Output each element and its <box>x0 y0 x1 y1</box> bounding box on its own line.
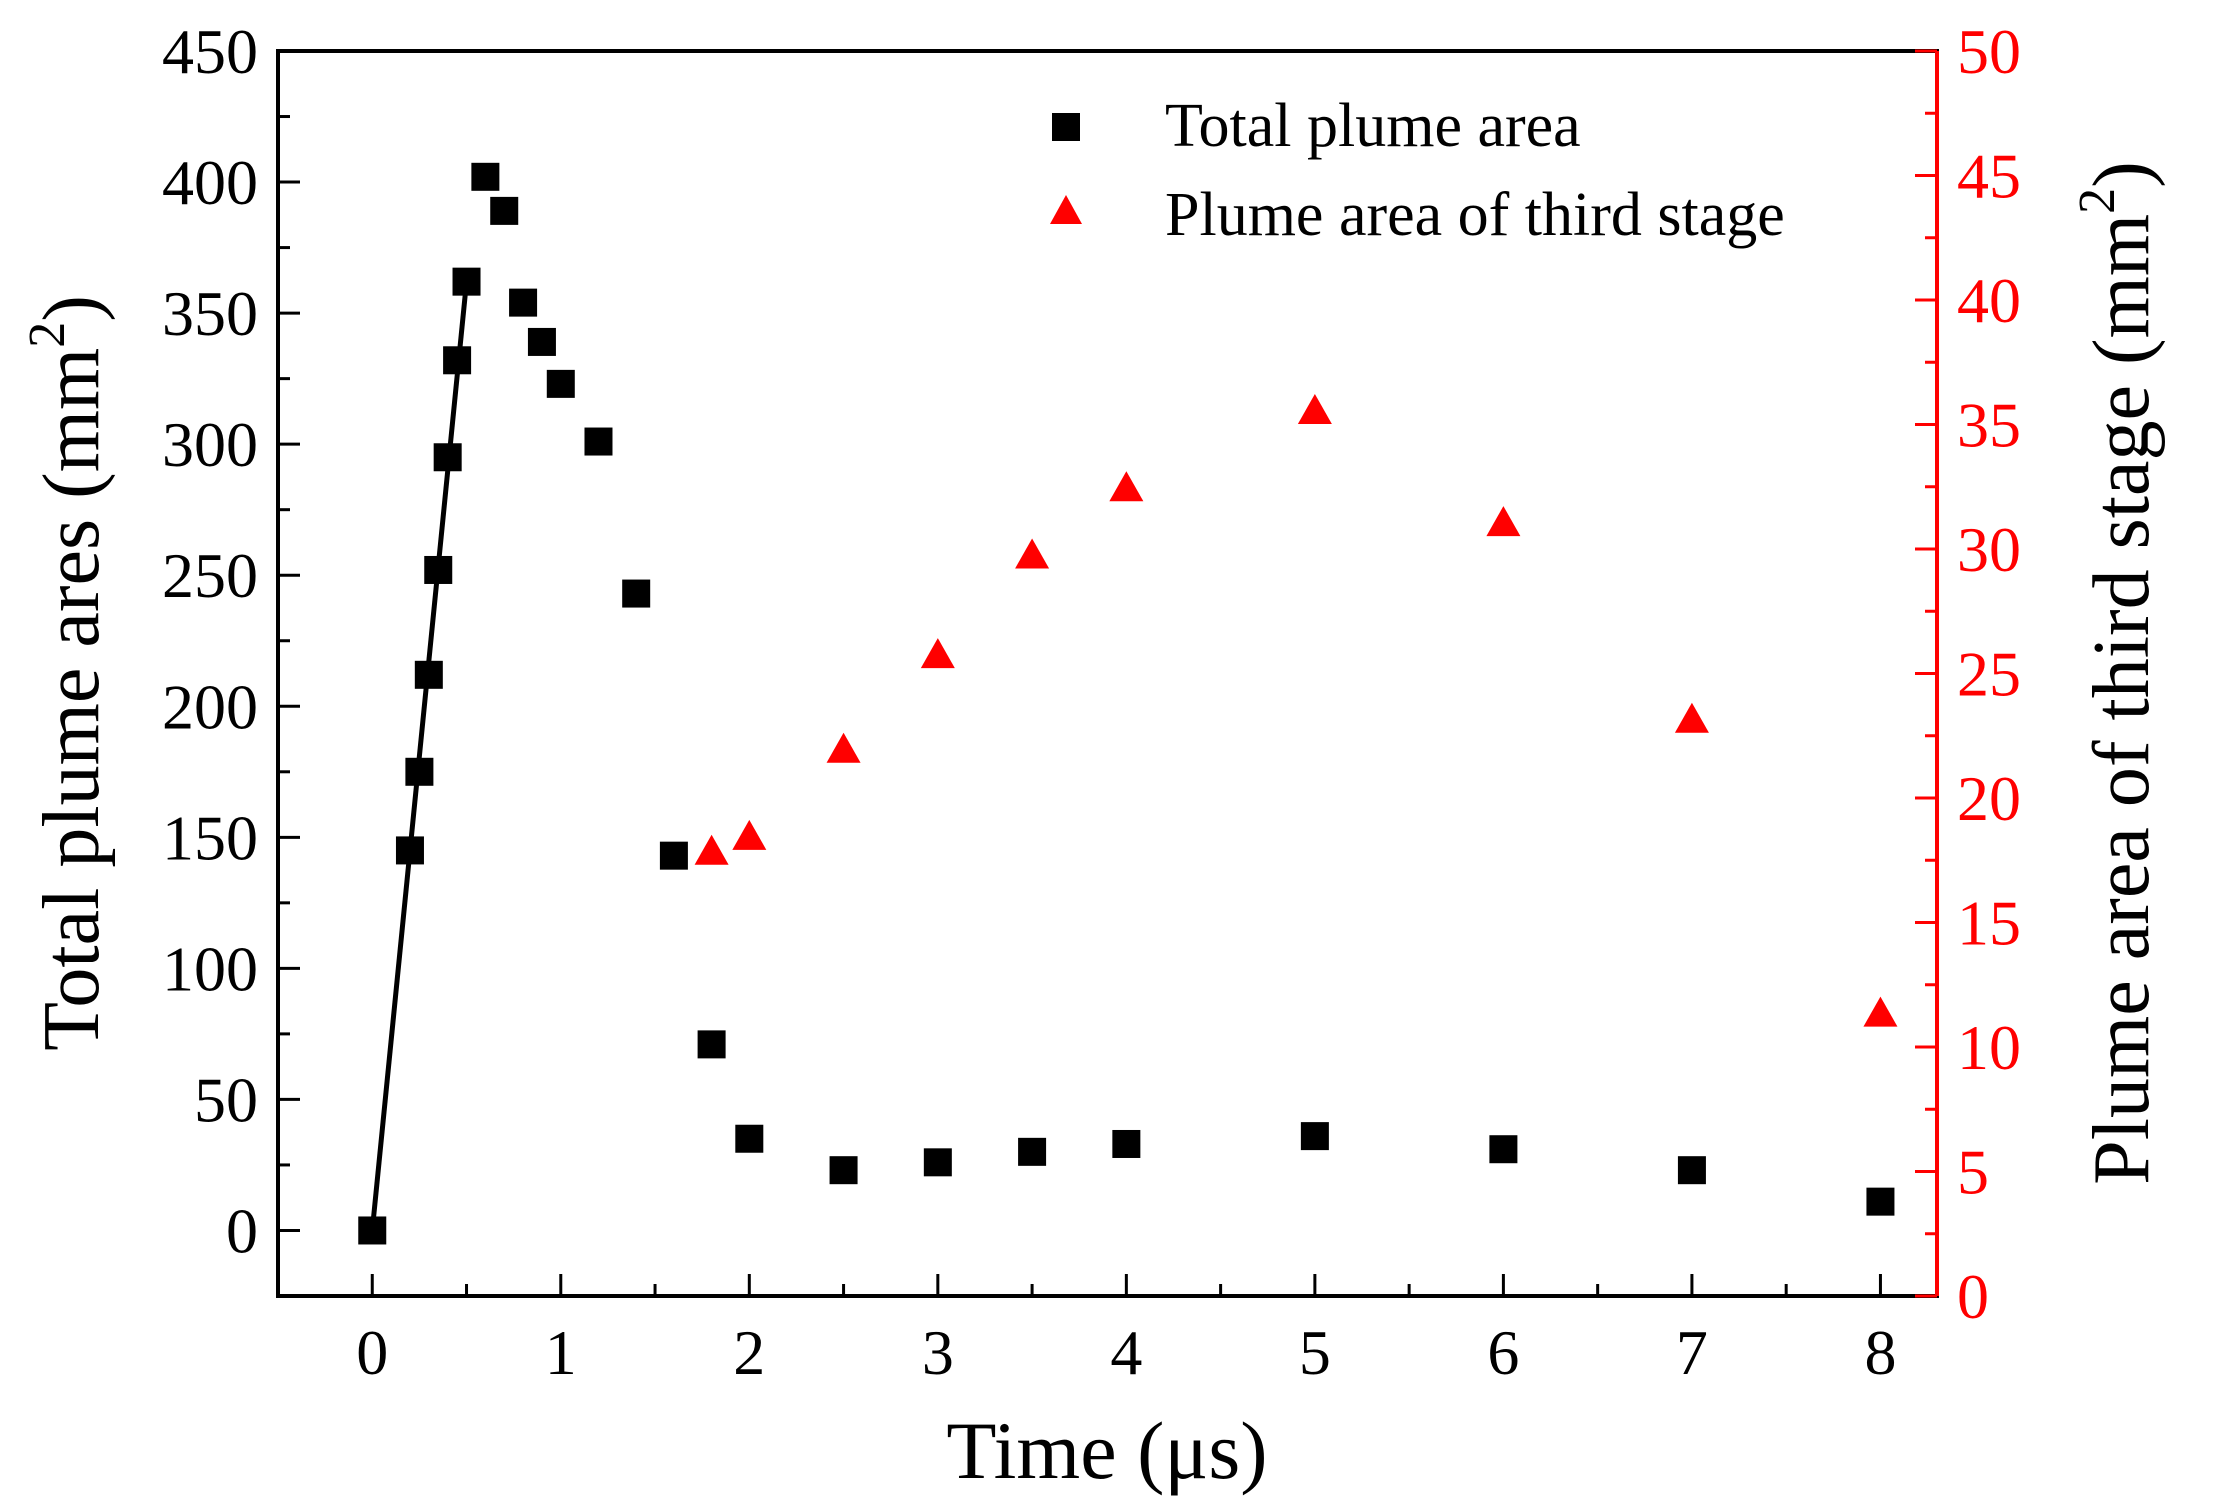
y-left-tick-label: 450 <box>162 16 258 87</box>
x-tick-label: 7 <box>1676 1317 1708 1388</box>
total-plume-area-point <box>452 267 481 296</box>
y-right-tick-label: 0 <box>1957 1261 1989 1332</box>
y-left-tick-label: 400 <box>162 147 258 218</box>
axis-tick-labels: 0 1 2 3 4 5 6 7 80501001502002503003504004500510… <box>162 16 2021 1388</box>
y-right-tick-label: 15 <box>1957 888 2021 959</box>
y-left-tick-label: 0 <box>226 1195 258 1266</box>
total-plume-area-point <box>697 1030 726 1059</box>
x-tick-label: 1 <box>545 1317 577 1388</box>
total-plume-area-point <box>546 369 575 398</box>
x-tick-label: 8 <box>1864 1317 1896 1388</box>
total-plume-area-point <box>443 346 472 375</box>
y-left-tick-label: 250 <box>162 540 258 611</box>
y-right-tick-label: 40 <box>1957 265 2021 336</box>
total-plume-area-point <box>395 836 424 865</box>
legend-label-total-plume-area: Total plume area <box>1165 92 1581 160</box>
total-plume-area-point <box>405 757 434 786</box>
third-stage-area-point <box>1863 996 1898 1027</box>
left-axis-title: Total plume ares (mm2) <box>19 295 116 1051</box>
total-plume-area-point <box>358 1216 387 1245</box>
total-plume-area-point <box>735 1124 764 1153</box>
left-axis-title-close: ) <box>28 295 116 322</box>
right-axis-title-sup: 2 <box>2069 188 2126 214</box>
right-axis-title: Plume area of third stage (mm2) <box>2069 161 2166 1184</box>
x-axis-title: Time (μs) <box>946 1405 1267 1496</box>
total-plume-area-point <box>527 327 556 356</box>
total-plume-area-point <box>471 162 500 191</box>
x-tick-label: 2 <box>733 1317 765 1388</box>
third-stage-area-point <box>1015 538 1050 569</box>
fit-line <box>369 281 470 1231</box>
left-axis-title-main: Total plume ares (mm <box>28 348 116 1051</box>
legend-label-third-stage: Plume area of third stage <box>1165 181 1785 249</box>
y-right-tick-label: 50 <box>1957 16 2021 87</box>
total-plume-area-point <box>1018 1137 1047 1166</box>
third-stage-area-point <box>826 732 861 763</box>
total-plume-area-point <box>1112 1129 1141 1158</box>
total-plume-area-point <box>1677 1156 1706 1185</box>
total-plume-area-point <box>923 1148 952 1177</box>
total-plume-area-point <box>433 443 462 472</box>
total-plume-area-point <box>829 1156 858 1185</box>
x-tick-label: 3 <box>922 1317 954 1388</box>
third-stage-area-point <box>694 834 729 865</box>
y-left-tick-label: 200 <box>162 671 258 742</box>
third-stage-area-point <box>1109 471 1144 502</box>
y-left-tick-label: 350 <box>162 278 258 349</box>
data-points <box>358 162 1898 1245</box>
x-tick-label: 6 <box>1487 1317 1519 1388</box>
total-plume-area-point <box>414 660 443 689</box>
total-plume-area-point <box>509 288 538 317</box>
third-stage-area-point <box>1674 702 1709 733</box>
legend-marker-third-stage <box>1050 195 1082 224</box>
total-plume-area-point <box>659 841 688 870</box>
y-left-tick-label: 150 <box>162 802 258 873</box>
left-axis-title-group: Total plume ares (mm2) <box>19 295 116 1051</box>
x-tick-label: 5 <box>1299 1317 1331 1388</box>
y-right-tick-label: 10 <box>1957 1012 2021 1083</box>
y-left-tick-label: 100 <box>162 933 258 1004</box>
y-right-tick-label: 45 <box>1957 141 2021 212</box>
left-axis-title-sup: 2 <box>19 322 76 348</box>
y-right-tick-label: 5 <box>1957 1137 1989 1208</box>
axis-ticks <box>276 49 1937 1298</box>
x-tick-label: 4 <box>1110 1317 1142 1388</box>
y-right-tick-label: 35 <box>1957 390 2021 461</box>
fit-line-group <box>369 281 470 1231</box>
third-stage-area-point <box>1297 394 1332 425</box>
right-axis-title-main: Plume area of third stage (mm <box>2078 214 2166 1185</box>
legend-marker-total-plume-area <box>1052 113 1080 141</box>
total-plume-area-point <box>490 196 519 225</box>
y-right-tick-label: 20 <box>1957 763 2021 834</box>
legend: Total plume area Plume area of third sta… <box>1050 92 1785 249</box>
total-plume-area-point <box>1489 1135 1518 1164</box>
y-right-tick-label: 25 <box>1957 639 2021 710</box>
y-left-tick-label: 50 <box>194 1064 258 1135</box>
total-plume-area-point <box>424 555 453 584</box>
right-axis-title-group: Plume area of third stage (mm2) <box>2069 161 2166 1184</box>
total-plume-area-point <box>584 427 613 456</box>
y-left-tick-label: 300 <box>162 409 258 480</box>
y-right-tick-label: 30 <box>1957 514 2021 585</box>
total-plume-area-point <box>1300 1122 1329 1151</box>
x-tick-label: 0 <box>356 1317 388 1388</box>
total-plume-area-point <box>622 579 651 608</box>
third-stage-area-point <box>1486 506 1521 537</box>
right-axis-title-close: ) <box>2078 161 2166 188</box>
total-plume-area-point <box>1866 1187 1895 1216</box>
third-stage-area-point <box>920 638 955 669</box>
third-stage-area-point <box>732 819 767 850</box>
